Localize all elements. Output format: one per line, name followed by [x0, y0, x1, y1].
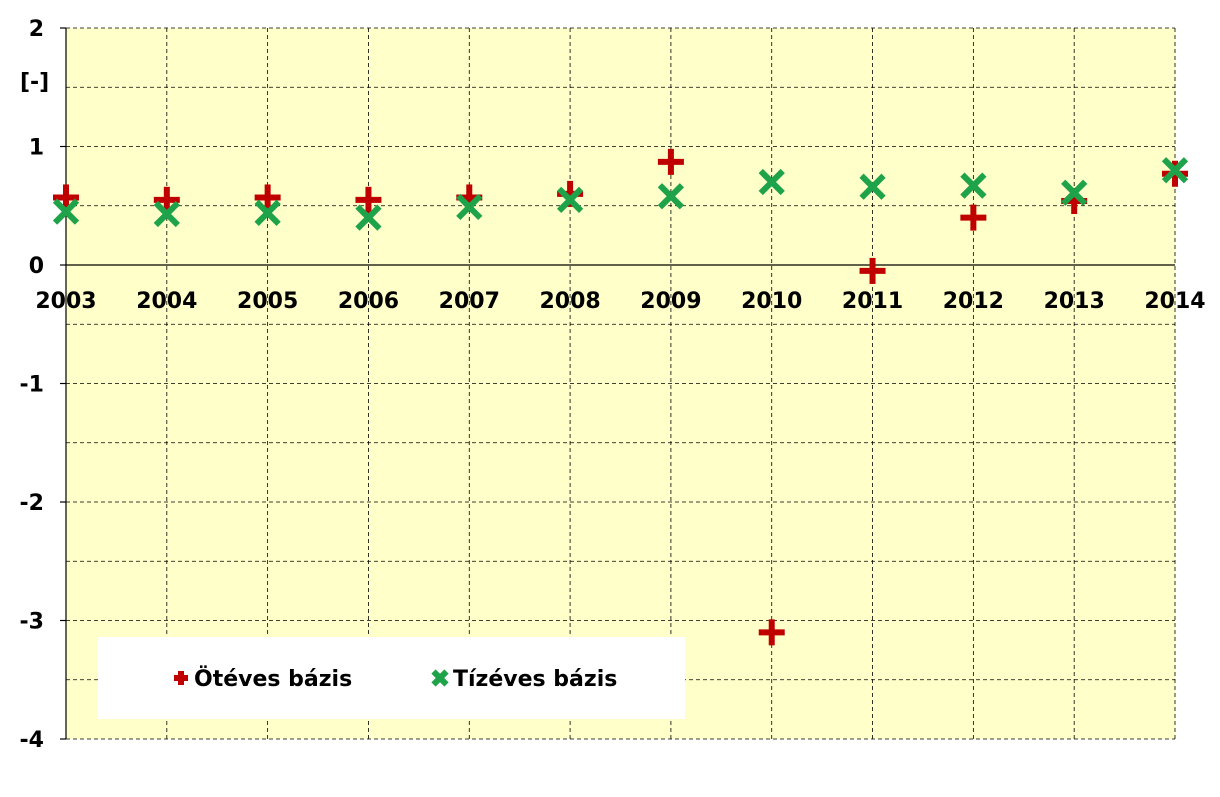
y-tick-label: -4	[20, 728, 44, 753]
data-point-x	[657, 183, 685, 210]
y-tick-label: -2	[20, 491, 44, 516]
data-point-x	[153, 200, 180, 228]
legend-box	[98, 637, 685, 719]
legend-marker-plus	[174, 671, 188, 685]
data-point-x	[758, 168, 785, 196]
axes	[60, 27, 1175, 740]
data-point-plus	[758, 619, 785, 646]
x-tick-labels: 2003 2004 2005 2006 2007 2008 2009 2010 2011 2012…	[35, 289, 1205, 314]
x-tick-label: 2014	[1144, 289, 1205, 314]
data-points	[52, 148, 1189, 646]
y-tick-label: 1	[29, 136, 44, 161]
data-point-x	[456, 193, 483, 221]
y-tick-label: -3	[20, 610, 44, 635]
legend-label: Tízéves bázis	[453, 667, 617, 692]
y-tick-label: -1	[20, 373, 44, 398]
x-tick-label: 2013	[1044, 289, 1105, 314]
data-point-x	[254, 199, 281, 226]
x-tick-label: 2009	[640, 289, 701, 314]
data-point-x	[556, 186, 584, 213]
data-point-plus	[960, 204, 987, 231]
data-point-x	[1061, 179, 1088, 206]
x-tick-label: 2012	[943, 289, 1004, 314]
data-point-plus	[53, 184, 79, 211]
legend-marker-x	[431, 669, 449, 687]
data-point-plus	[153, 186, 180, 213]
data-point-x	[52, 198, 80, 225]
data-point-plus	[254, 184, 281, 211]
data-point-plus	[657, 148, 684, 175]
data-point-x	[859, 173, 886, 200]
x-tick-label: 2006	[338, 289, 399, 314]
x-tick-label: 2011	[842, 289, 903, 314]
x-tick-label: 2005	[237, 289, 298, 314]
data-point-plus	[859, 257, 886, 284]
x-tick-label: 2008	[539, 289, 600, 314]
legend: Ötéves bázis Tízéves bázis	[98, 637, 685, 719]
x-tick-label: 2007	[439, 289, 500, 314]
x-tick-label: 2004	[136, 289, 197, 314]
y-axis-label: [-]	[20, 70, 49, 95]
y-tick-labels: 2 1 0 -1 -2 -3 -4	[20, 17, 44, 753]
data-point-x	[355, 204, 382, 231]
x-tick-label: 2003	[35, 289, 96, 314]
x-tick-label: 2010	[741, 289, 802, 314]
data-point-x	[1161, 157, 1189, 184]
y-tick-label: 0	[29, 254, 44, 279]
series-2	[52, 157, 1189, 231]
data-point-x	[960, 172, 987, 199]
y-tick-label: 2	[29, 17, 44, 42]
legend-label: Ötéves bázis	[194, 666, 352, 692]
data-point-plus	[355, 186, 382, 213]
